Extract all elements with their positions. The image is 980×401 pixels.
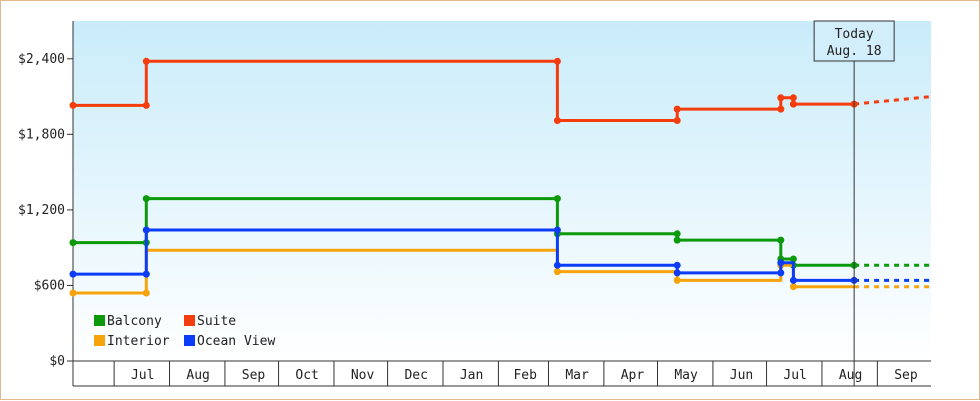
- data-point-interior-5: [789, 283, 797, 291]
- data-point-suite-8: [777, 94, 785, 102]
- series-projection-suite: [853, 95, 932, 106]
- x-tick-label-0: Jul: [131, 368, 154, 383]
- data-point-suite-3: [553, 57, 561, 65]
- x-tick-label-8: Mar: [565, 368, 589, 383]
- x-tick-label-12: Jul: [783, 368, 806, 383]
- y-tick-label-2: $1,200: [18, 203, 65, 218]
- plot-background: [73, 21, 931, 361]
- legend-label-balcony: Balcony: [107, 314, 162, 329]
- x-tick-label-1: Aug: [186, 368, 209, 383]
- data-point-suite-2: [142, 57, 150, 65]
- x-tick-label-5: Dec: [404, 368, 427, 383]
- legend-swatch-suite: [184, 315, 195, 326]
- legend-item-balcony: Balcony: [94, 314, 162, 329]
- data-point-ocean-view-9: [789, 276, 797, 284]
- legend-label-ocean-view: Ocean View: [197, 334, 275, 349]
- today-date: Aug. 18: [827, 44, 882, 59]
- series-ocean-view: [69, 226, 931, 284]
- data-point-interior-3: [673, 276, 681, 284]
- legend-swatch-interior: [94, 335, 105, 346]
- data-point-ocean-view-7: [777, 269, 785, 277]
- x-tick-label-10: May: [674, 368, 698, 383]
- today-label: Today: [835, 27, 874, 42]
- x-tick-label-9: Apr: [621, 368, 645, 383]
- y-tick-label-0: $0: [49, 354, 65, 369]
- data-point-ocean-view-1: [142, 270, 150, 278]
- data-point-interior-1: [142, 289, 150, 297]
- legend-item-ocean-view: Ocean View: [184, 334, 275, 349]
- x-tick-label-3: Oct: [295, 368, 318, 383]
- data-point-interior-0: [69, 289, 77, 297]
- data-point-interior-2: [553, 268, 561, 276]
- x-tick-label-11: Jun: [730, 368, 753, 383]
- x-tick-label-4: Nov: [351, 368, 375, 383]
- data-point-balcony-6: [673, 236, 681, 244]
- data-point-ocean-view-2: [142, 226, 150, 234]
- today-box: [813, 20, 895, 62]
- legend-label-interior: Interior: [107, 334, 170, 349]
- legend-swatch-ocean-view: [184, 335, 195, 346]
- data-point-balcony-2: [142, 195, 150, 203]
- data-point-ocean-view-8: [777, 259, 785, 267]
- data-point-balcony-3: [553, 195, 561, 203]
- series-suite: [69, 57, 932, 124]
- data-point-suite-4: [553, 117, 561, 124]
- x-tick-label-14: Sep: [894, 368, 918, 383]
- series-layer: [69, 57, 932, 297]
- legend-item-interior: Interior: [94, 334, 170, 349]
- data-point-ocean-view-3: [553, 226, 561, 234]
- data-point-ocean-view-5: [673, 261, 681, 269]
- data-point-balcony-7: [777, 236, 785, 244]
- x-tick-label-7: Feb: [513, 368, 537, 383]
- data-point-suite-5: [673, 117, 681, 124]
- legend-item-suite: Suite: [184, 314, 236, 329]
- x-tick-label-13: Aug: [839, 368, 862, 383]
- data-point-suite-9: [789, 94, 797, 102]
- data-point-suite-1: [142, 101, 150, 109]
- data-point-suite-10: [789, 100, 797, 108]
- legend-swatch-balcony: [94, 315, 105, 326]
- data-point-balcony-5: [673, 230, 681, 238]
- series-balcony: [69, 195, 931, 269]
- x-tick-label-2: Sep: [242, 368, 266, 383]
- x-tick-label-6: Jan: [460, 368, 483, 383]
- legend-label-suite: Suite: [197, 314, 236, 329]
- y-tick-label-1: $600: [34, 278, 65, 293]
- data-point-suite-0: [69, 101, 77, 109]
- data-point-ocean-view-4: [553, 261, 561, 269]
- y-tick-label-3: $1,800: [18, 127, 65, 142]
- y-tick-label-4: $2,400: [18, 52, 65, 67]
- data-point-suite-7: [777, 105, 785, 113]
- data-point-balcony-9: [789, 255, 797, 263]
- data-point-suite-6: [673, 105, 681, 113]
- axes: $0 $600 $1,200 $1,800 $2,400 Jul Aug Sep Oct Nov D…: [18, 21, 931, 387]
- data-point-ocean-view-0: [69, 270, 77, 278]
- today-marker: Today Aug. 18: [813, 20, 895, 386]
- data-point-ocean-view-6: [673, 269, 681, 277]
- data-point-balcony-0: [69, 239, 77, 247]
- legend: Balcony Suite Interior Ocean View: [94, 314, 275, 349]
- series-line-ocean-view: [73, 228, 855, 282]
